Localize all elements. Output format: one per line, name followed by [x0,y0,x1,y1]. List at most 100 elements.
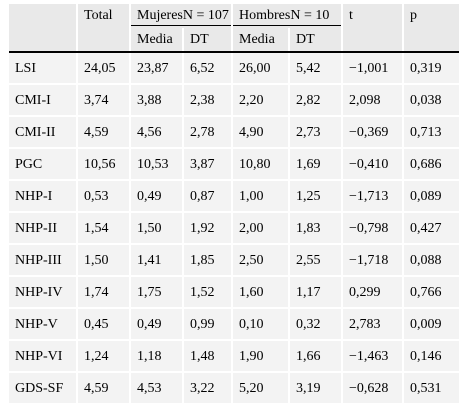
cell-p-value: 0,088 [403,244,460,277]
header-sub-blank [77,28,131,53]
cell-hombres-media: 26,00 [232,52,291,85]
cell-row-label: NHP-III [9,244,78,277]
cell-mujeres-media: 0,49 [130,308,184,341]
table-row: CMI-II 4,59 4,56 2,78 4,90 2,73 −0,369 0,713 [9,116,460,149]
cell-row-label: CMI-II [9,116,78,149]
cell-total: 4,59 [77,116,131,149]
cell-hombres-dt: 0,32 [289,308,344,341]
cell-t-value: −0,798 [342,212,405,245]
cell-total: 0,45 [77,308,131,341]
header-row-sub: Media DT Media DT [9,28,460,53]
cell-p-value: 0,531 [403,372,460,405]
header-p: p [403,4,460,28]
cell-hombres-dt: 1,17 [289,276,344,309]
cell-hombres-dt: 2,82 [289,84,344,117]
header-hombres: HombresN = 10 [232,4,344,28]
table-body: LSI 24,05 23,87 6,52 26,00 5,42 −1,001 0,319 CMI… [9,52,460,405]
table-row: CMI-I 3,74 3,88 2,38 2,20 2,82 2,098 0,038 [9,84,460,117]
cell-row-label: NHP-VI [9,340,78,373]
cell-hombres-dt: 2,55 [289,244,344,277]
cell-mujeres-dt: 1,92 [183,212,234,245]
cell-row-label: NHP-V [9,308,78,341]
cell-total: 1,74 [77,276,131,309]
table-row: NHP-V 0,45 0,49 0,99 0,10 0,32 2,783 0,009 [9,308,460,341]
table-row: NHP-II 1,54 1,50 1,92 2,00 1,83 −0,798 0,427 [9,212,460,245]
cell-hombres-media: 2,20 [232,84,291,117]
header-mujeres: MujeresN = 107 [130,4,234,28]
header-total: Total [77,4,131,28]
cell-p-value: 0,427 [403,212,460,245]
cell-row-label: NHP-IV [9,276,78,309]
cell-t-value: −0,410 [342,148,405,181]
cell-t-value: −1,463 [342,340,405,373]
cell-hombres-media: 10,80 [232,148,291,181]
cell-t-value: 2,098 [342,84,405,117]
cell-p-value: 0,009 [403,308,460,341]
cell-hombres-dt: 5,42 [289,52,344,85]
cell-mujeres-dt: 1,52 [183,276,234,309]
cell-hombres-media: 1,00 [232,180,291,213]
cell-t-value: −0,369 [342,116,405,149]
cell-mujeres-media: 4,56 [130,116,184,149]
cell-mujeres-dt: 0,87 [183,180,234,213]
cell-total: 10,56 [77,148,131,181]
cell-mujeres-dt: 2,38 [183,84,234,117]
cell-p-value: 0,038 [403,84,460,117]
cell-mujeres-media: 10,53 [130,148,184,181]
cell-hombres-media: 4,90 [232,116,291,149]
cell-t-value: 0,299 [342,276,405,309]
cell-hombres-dt: 1,66 [289,340,344,373]
cell-hombres-dt: 1,25 [289,180,344,213]
cell-total: 1,54 [77,212,131,245]
cell-row-label: LSI [9,52,78,85]
cell-row-label: CMI-I [9,84,78,117]
cell-hombres-media: 1,90 [232,340,291,373]
cell-hombres-dt: 1,69 [289,148,344,181]
table-row: NHP-I 0,53 0,49 0,87 1,00 1,25 −1,713 0,089 [9,180,460,213]
cell-mujeres-media: 0,49 [130,180,184,213]
cell-hombres-dt: 1,83 [289,212,344,245]
header-row-top: Total MujeresN = 107 HombresN = 10 t p [9,4,460,28]
header-sub-blank [9,28,78,53]
table-header: Total MujeresN = 107 HombresN = 10 t p M… [9,4,460,53]
cell-mujeres-media: 1,50 [130,212,184,245]
cell-total: 1,24 [77,340,131,373]
data-table: Total MujeresN = 107 HombresN = 10 t p M… [9,4,460,405]
table-row: NHP-III 1,50 1,41 1,85 2,50 2,55 −1,718 0,088 [9,244,460,277]
cell-mujeres-dt: 0,99 [183,308,234,341]
cell-t-value: −1,718 [342,244,405,277]
cell-hombres-media: 0,10 [232,308,291,341]
header-media-mujeres: Media [130,28,184,53]
cell-row-label: PGC [9,148,78,181]
cell-mujeres-media: 1,18 [130,340,184,373]
cell-hombres-media: 2,00 [232,212,291,245]
cell-mujeres-dt: 1,85 [183,244,234,277]
cell-mujeres-media: 23,87 [130,52,184,85]
cell-p-value: 0,686 [403,148,460,181]
cell-total: 24,05 [77,52,131,85]
table-row: LSI 24,05 23,87 6,52 26,00 5,42 −1,001 0,319 [9,52,460,85]
cell-t-value: 2,783 [342,308,405,341]
cell-mujeres-dt: 3,87 [183,148,234,181]
cell-total: 3,74 [77,84,131,117]
cell-hombres-media: 2,50 [232,244,291,277]
cell-t-value: −1,001 [342,52,405,85]
table-row: PGC 10,56 10,53 3,87 10,80 1,69 −0,410 0,686 [9,148,460,181]
header-media-hombres: Media [232,28,291,53]
cell-hombres-dt: 2,73 [289,116,344,149]
header-dt-hombres: DT [289,28,344,53]
cell-total: 0,53 [77,180,131,213]
cell-total: 1,50 [77,244,131,277]
cell-t-value: −1,713 [342,180,405,213]
cell-mujeres-media: 1,41 [130,244,184,277]
cell-mujeres-dt: 2,78 [183,116,234,149]
header-sub-blank [403,28,460,53]
header-t: t [342,4,405,28]
cell-p-value: 0,713 [403,116,460,149]
cell-p-value: 0,319 [403,52,460,85]
cell-mujeres-media: 3,88 [130,84,184,117]
cell-hombres-media: 1,60 [232,276,291,309]
cell-mujeres-dt: 1,48 [183,340,234,373]
cell-mujeres-dt: 6,52 [183,52,234,85]
